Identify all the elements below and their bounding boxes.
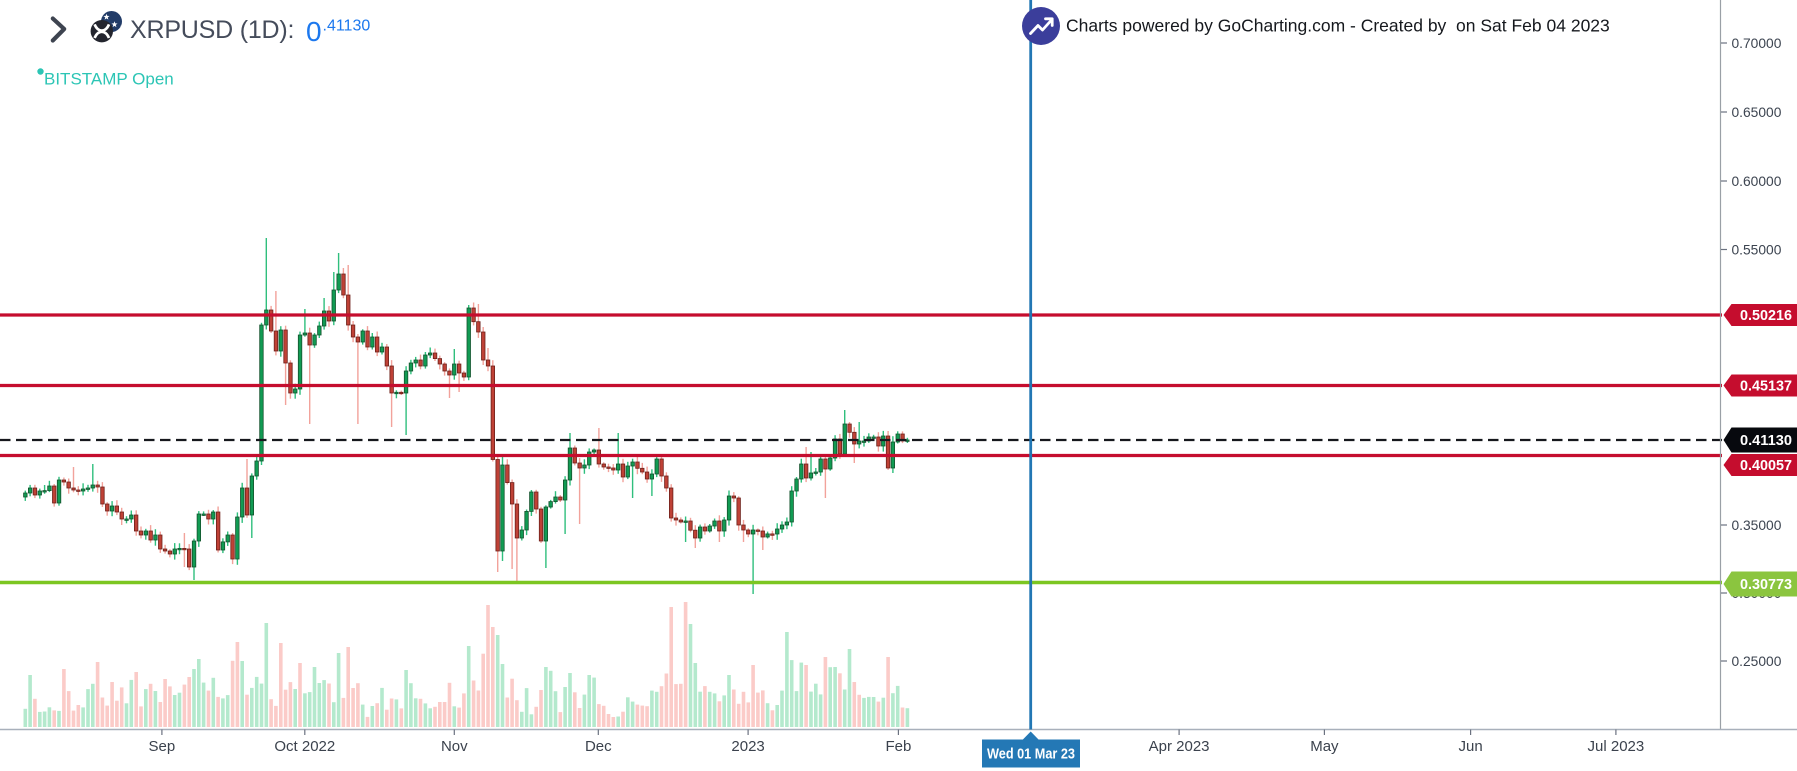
svg-text:BITSTAMP Open: BITSTAMP Open [44, 70, 174, 89]
svg-text:May: May [1310, 738, 1339, 755]
svg-text:0.45137: 0.45137 [1740, 378, 1792, 395]
svg-text:0.30773: 0.30773 [1740, 576, 1792, 593]
svg-text:0.41130: 0.41130 [1740, 432, 1792, 449]
svg-text:Charts powered by GoCharting.c: Charts powered by GoCharting.com - Creat… [1066, 16, 1610, 36]
svg-text:2023: 2023 [731, 738, 764, 755]
svg-text:Sep: Sep [149, 738, 176, 755]
svg-text:Jun: Jun [1459, 738, 1483, 755]
svg-text:Jul 2023: Jul 2023 [1588, 738, 1645, 755]
svg-text:0: 0 [306, 16, 322, 47]
svg-text:.41130: .41130 [323, 18, 371, 35]
svg-text:0.25000: 0.25000 [1732, 654, 1782, 669]
svg-text:0.60000: 0.60000 [1732, 174, 1782, 189]
svg-text:0.35000: 0.35000 [1732, 518, 1782, 533]
svg-text:0.65000: 0.65000 [1732, 105, 1782, 120]
svg-text:XRPUSD (1D):: XRPUSD (1D): [130, 16, 294, 44]
svg-text:0.55000: 0.55000 [1732, 242, 1782, 257]
svg-text:Dec: Dec [585, 738, 612, 755]
svg-text:Wed 01 Mar 23: Wed 01 Mar 23 [987, 746, 1075, 763]
svg-text:Nov: Nov [441, 738, 468, 755]
svg-text:0.50216: 0.50216 [1740, 307, 1792, 324]
svg-text:0.40057: 0.40057 [1740, 457, 1792, 474]
svg-text:Oct 2022: Oct 2022 [274, 738, 335, 755]
svg-text:Apr 2023: Apr 2023 [1149, 738, 1210, 755]
svg-text:Feb: Feb [885, 738, 911, 755]
svg-text:0.70000: 0.70000 [1732, 36, 1782, 51]
